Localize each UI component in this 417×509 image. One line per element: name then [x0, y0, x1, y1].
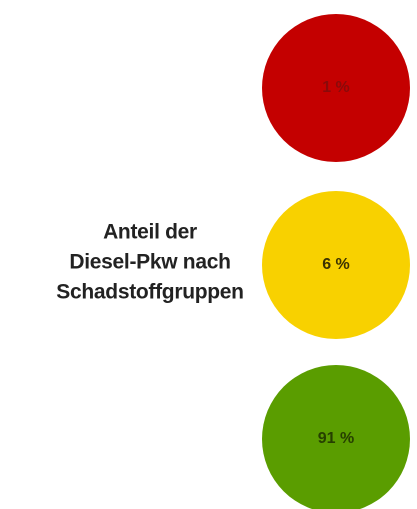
- title-line: Anteil der: [103, 221, 197, 244]
- title-line: Diesel-Pkw nach: [69, 251, 230, 274]
- light-label: 91 %: [318, 430, 354, 447]
- light-label: 6 %: [322, 256, 350, 273]
- traffic-light: [262, 365, 410, 509]
- traffic-light: [262, 14, 410, 162]
- title-line: Schadstoffgruppen: [56, 281, 243, 304]
- light-label: 1 %: [322, 79, 350, 96]
- traffic-light: [262, 191, 410, 339]
